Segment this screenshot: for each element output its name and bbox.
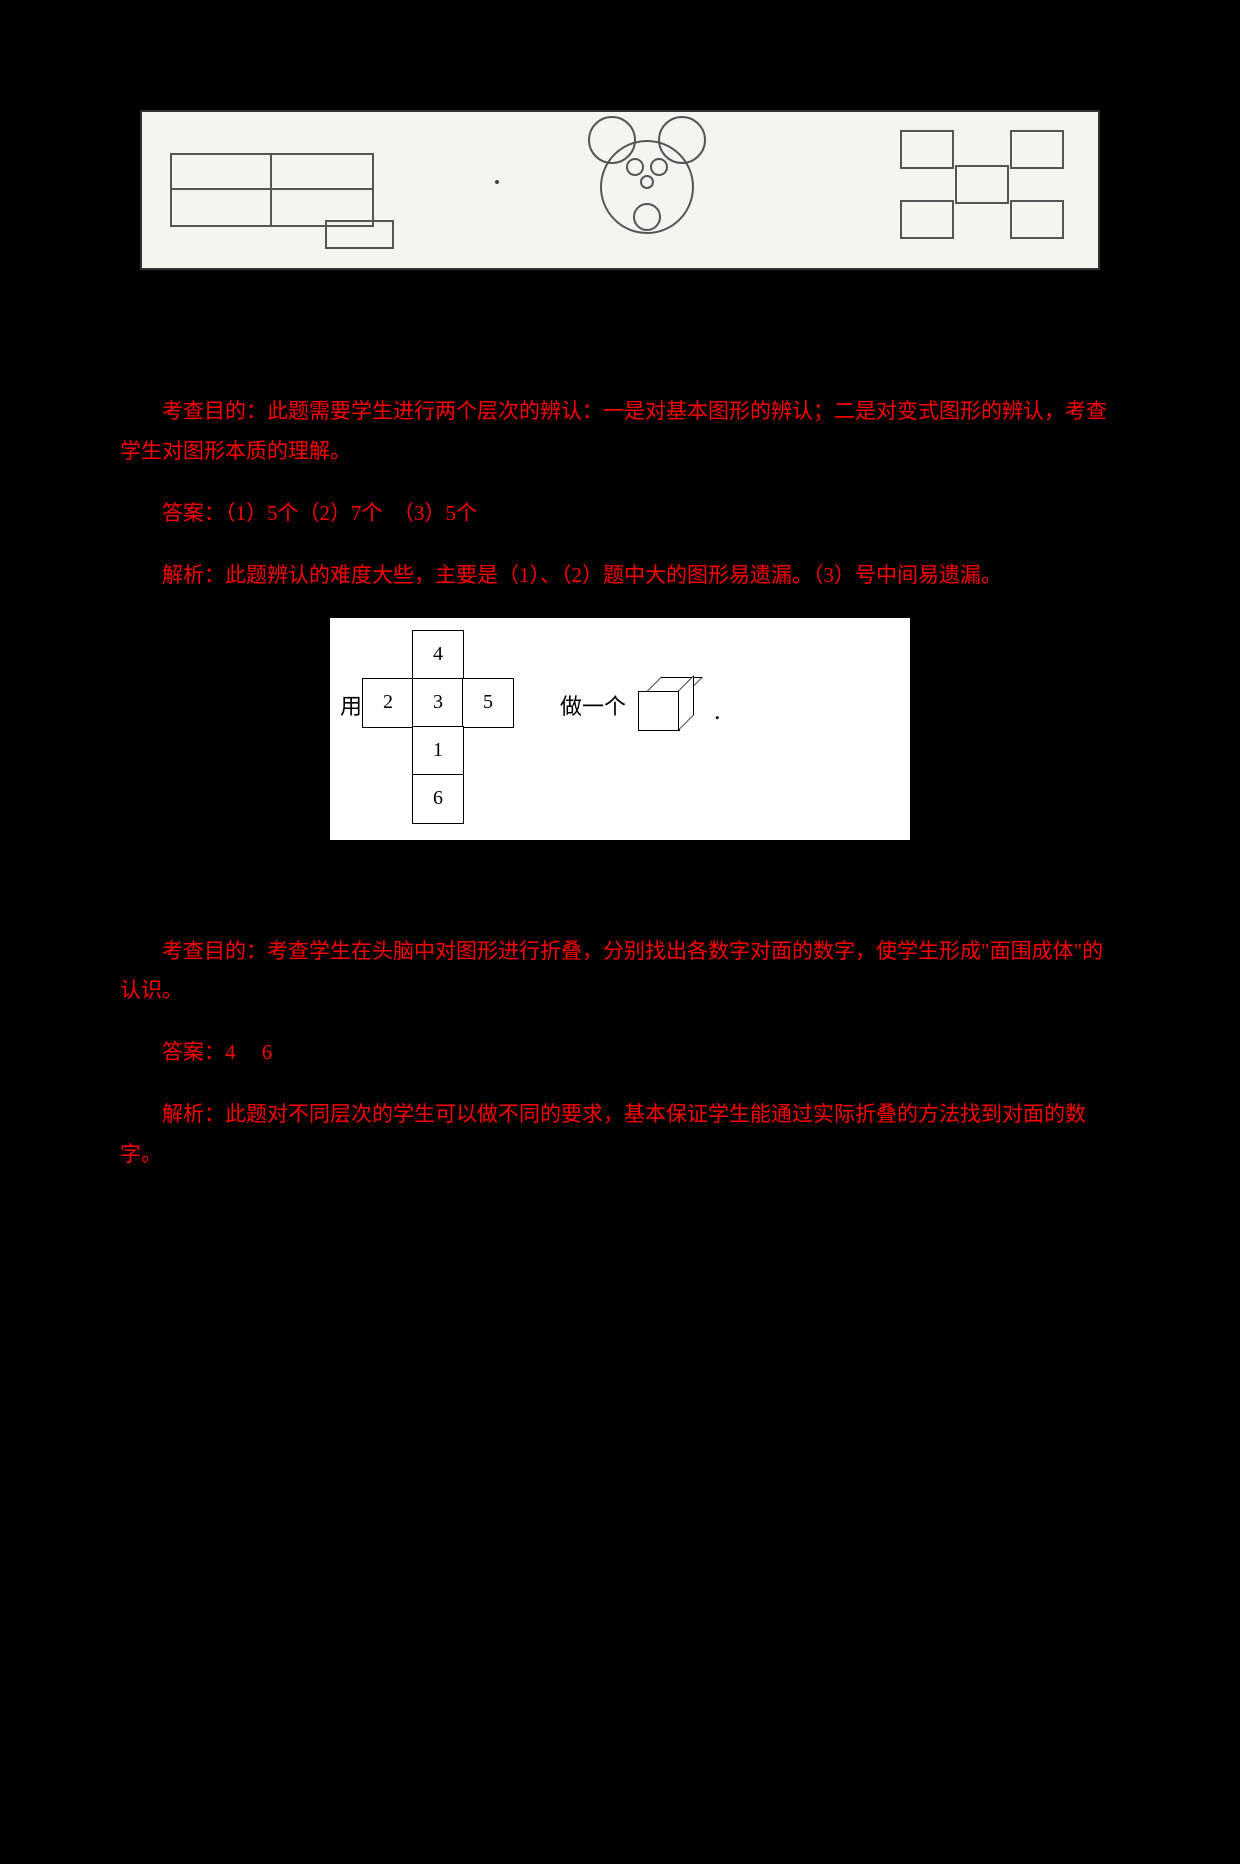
cube-net: 4 2 3 5 1 6 (360, 630, 530, 828)
net-cell-4: 4 (412, 630, 464, 680)
shape-group-cross-grid (900, 130, 1070, 250)
period: . (714, 696, 721, 726)
figure-shapes-panel (140, 110, 1100, 270)
net-cell-5: 5 (462, 678, 514, 728)
shape-group-bear (565, 120, 735, 260)
q1-analysis: 解析：此题辨认的难度大些，主要是（1）、（2）题中大的图形易遗漏。（3）号中间易… (120, 556, 1120, 596)
q1-answer: 答案：（1）5个（2）7个 （3）5个 (120, 494, 1120, 534)
q2-text-block: 考查目的：考查学生在头脑中对图形进行折叠，分别找出各数字对面的数字，使学生形成"… (120, 880, 1120, 1175)
grid-cell-tl (900, 130, 954, 169)
net-cell-3: 3 (412, 678, 464, 728)
net-cell-1: 1 (412, 726, 464, 776)
dot-mark (495, 180, 499, 184)
q1-purpose: 考查目的：此题需要学生进行两个层次的辨认：一是对基本图形的辨认；二是对变式图形的… (120, 392, 1120, 472)
circle-mouth (633, 203, 661, 231)
grid-cell-tr (1010, 130, 1064, 169)
circle-eye-left (626, 158, 644, 176)
cube-3d-icon (638, 677, 698, 732)
grid-cell-bl (900, 200, 954, 239)
circle-eye-right (650, 158, 668, 176)
document-page: 考查目的：此题需要学生进行两个层次的辨认：一是对基本图形的辨认；二是对变式图形的… (0, 0, 1240, 1864)
grid-cell-mid (955, 165, 1009, 204)
shape-group-rectangles (170, 135, 400, 245)
figure-cube-net-panel: 用 4 2 3 5 1 6 做一个 . (330, 618, 910, 840)
q1-text-block: 考查目的：此题需要学生进行两个层次的辨认：一是对基本图形的辨认；二是对变式图形的… (120, 310, 1120, 596)
q2-purpose: 考查目的：考查学生在头脑中对图形进行折叠，分别找出各数字对面的数字，使学生形成"… (120, 932, 1120, 1012)
rect-small (325, 220, 394, 249)
q2-analysis: 解析：此题对不同层次的学生可以做不同的要求，基本保证学生能通过实际折叠的方法找到… (120, 1095, 1120, 1175)
net-cell-6: 6 (412, 774, 464, 824)
circle-nose (640, 175, 654, 189)
cube-face-front (638, 691, 680, 731)
rect-grid-2x2 (170, 153, 374, 227)
label-make-one: 做一个 (560, 689, 626, 721)
cube-net-row: 用 4 2 3 5 1 6 做一个 . (340, 630, 900, 828)
net-cell-2: 2 (362, 678, 414, 728)
grid-cell-br (1010, 200, 1064, 239)
q2-answer: 答案：4 6 (120, 1033, 1120, 1073)
